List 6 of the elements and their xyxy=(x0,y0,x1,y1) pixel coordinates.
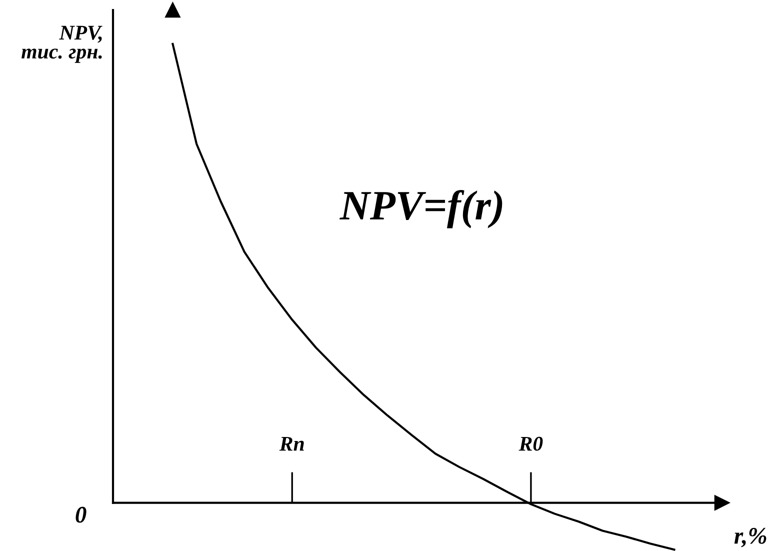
annotation: NPV=f(r) xyxy=(340,190,502,228)
text: 0 xyxy=(76,506,86,523)
y-axis-title: NPV, тис. грн. xyxy=(22,26,102,63)
x-tick-label: Rn xyxy=(279,436,304,451)
x-tick-label: R0 xyxy=(518,436,543,451)
x-axis-title: r,% xyxy=(734,528,766,548)
